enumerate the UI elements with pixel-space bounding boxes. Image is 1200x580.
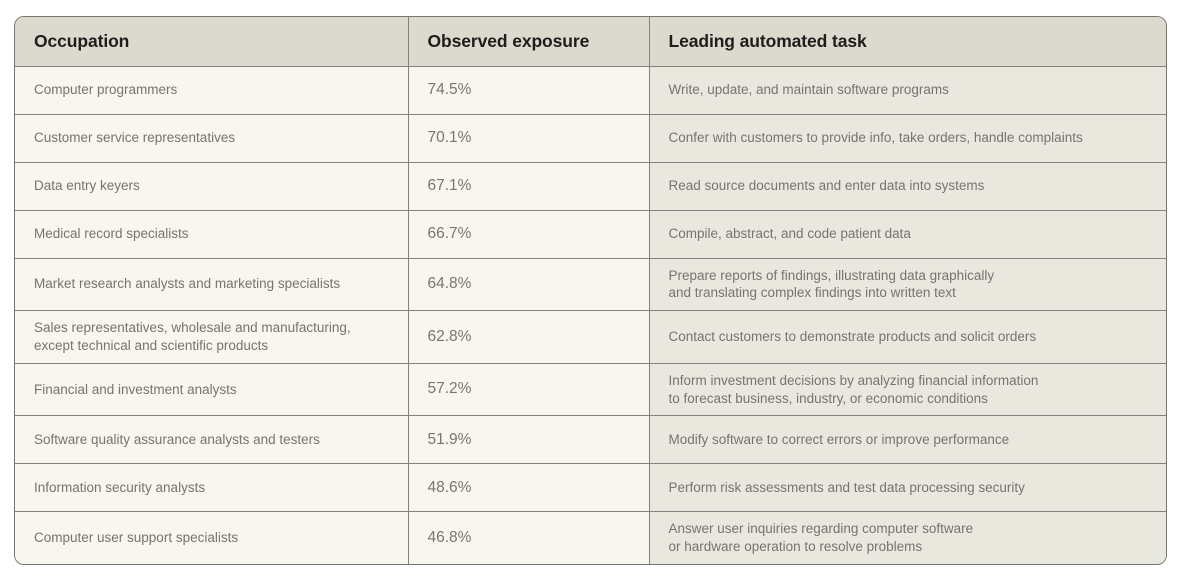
occupation-cell: Medical record specialists [15,210,409,259]
occupation-cell: Customer service representatives [15,114,409,163]
occupation-cell: Software quality assurance analysts and … [15,415,409,465]
table-row: Financial and investment analysts 57.2% … [15,363,1166,417]
exposure-cell: 48.6% [408,463,650,513]
occupation-cell: Sales representatives, wholesale and man… [15,310,409,364]
task-cell: Confer with customers to provide info, t… [649,114,1166,163]
exposure-cell: 51.9% [408,415,650,465]
exposure-cell: 66.7% [408,210,650,259]
task-cell: Perform risk assessments and test data p… [649,463,1166,513]
task-cell: Answer user inquiries regarding computer… [649,511,1166,564]
task-cell: Modify software to correct errors or imp… [649,415,1166,465]
exposure-cell: 64.8% [408,258,650,312]
table-row: Market research analysts and marketing s… [15,258,1166,312]
occupation-cell: Computer programmers [15,66,409,115]
occupation-cell: Information security analysts [15,463,409,513]
task-cell: Prepare reports of findings, illustratin… [649,258,1166,312]
col-header-occupation: Occupation [15,17,409,67]
exposure-cell: 57.2% [408,363,650,417]
table-row: Medical record specialists 66.7% Compile… [15,210,1166,259]
table-row: Software quality assurance analysts and … [15,415,1166,465]
table-row: Information security analysts 48.6% Perf… [15,463,1166,513]
table-row: Sales representatives, wholesale and man… [15,310,1166,364]
exposure-cell: 70.1% [408,114,650,163]
exposure-cell: 74.5% [408,66,650,115]
table-row: Computer programmers 74.5% Write, update… [15,66,1166,115]
occupation-cell: Financial and investment analysts [15,363,409,417]
col-header-leading-automated-task: Leading automated task [649,17,1166,67]
task-cell: Read source documents and enter data int… [649,162,1166,211]
occupation-cell: Computer user support specialists [15,511,409,564]
exposure-cell: 46.8% [408,511,650,564]
task-cell: Write, update, and maintain software pro… [649,66,1166,115]
exposure-table-container: Occupation Observed exposure Leading aut… [14,16,1167,565]
table-row: Customer service representatives 70.1% C… [15,114,1166,163]
occupation-cell: Market research analysts and marketing s… [15,258,409,312]
table-row: Computer user support specialists 46.8% … [15,511,1166,564]
exposure-cell: 62.8% [408,310,650,364]
col-header-observed-exposure: Observed exposure [408,17,650,67]
occupation-exposure-table: Occupation Observed exposure Leading aut… [15,17,1166,564]
task-cell: Contact customers to demonstrate product… [649,310,1166,364]
task-cell: Compile, abstract, and code patient data [649,210,1166,259]
exposure-cell: 67.1% [408,162,650,211]
occupation-cell: Data entry keyers [15,162,409,211]
table-row: Data entry keyers 67.1% Read source docu… [15,162,1166,211]
header-row: Occupation Observed exposure Leading aut… [15,17,1166,67]
task-cell: Inform investment decisions by analyzing… [649,363,1166,417]
